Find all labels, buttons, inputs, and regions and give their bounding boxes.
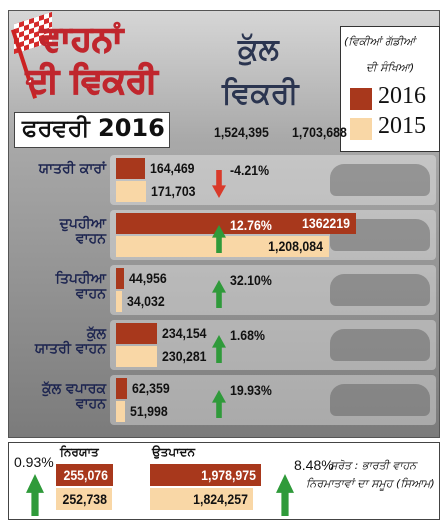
change-label: 1.68% — [230, 327, 265, 343]
value-label: 1,208,084 — [268, 238, 324, 254]
summary-value: 1,978,975 — [201, 467, 257, 483]
change-label: -4.21% — [230, 162, 270, 178]
value-label: 234,154 — [162, 325, 207, 341]
legend-title: ਦੀ ਸੰਖਿਆ) — [366, 61, 415, 74]
source: ਨਿਰਮਾਤਾਵਾਂ ਦਾ ਸਮੂਹ (ਸਿਆਮ) — [306, 477, 435, 490]
legend-swatch — [350, 88, 372, 110]
summary-bar — [56, 464, 113, 486]
total-value: 1,524,395 — [214, 124, 269, 140]
value-label: 44,956 — [128, 270, 167, 286]
legend-label: 2016 — [378, 83, 426, 109]
bar — [116, 346, 157, 367]
change-label: 19.93% — [230, 382, 272, 398]
bar — [116, 291, 122, 312]
total-title: ਵਿਕਰੀ — [222, 76, 299, 111]
value-label: 171,703 — [151, 183, 196, 199]
value-label: 51,998 — [130, 403, 168, 419]
category-label: ਕੁੱਲ ਯਾਤਰੀ ਵਾਹਨ — [34, 326, 106, 357]
vehicle-icon — [330, 329, 430, 361]
bar — [116, 323, 158, 344]
legend-title: (ਵਿਕੀਆਂ ਗੱਡੀਆਂ — [344, 35, 416, 48]
total-title: ਕੁੱਲ — [238, 32, 279, 67]
title-line: ਦੀ ਵਿਕਰੀ — [25, 61, 158, 101]
row-band — [110, 265, 436, 315]
bar — [116, 236, 330, 257]
vehicle-icon — [330, 164, 430, 196]
value-label: 62,359 — [132, 380, 170, 396]
value-label: 34,032 — [127, 293, 165, 309]
bar — [116, 158, 146, 179]
subtitle-box — [14, 112, 170, 148]
value-label: 164,469 — [150, 160, 195, 176]
summary-value: 1,824,257 — [192, 491, 248, 507]
vehicle-icon — [330, 384, 430, 416]
bar — [116, 401, 126, 422]
legend-swatch — [350, 118, 372, 140]
category-label: ਦੁਪਹੀਆ ਵਾਹਨ — [59, 216, 106, 247]
summary-bar — [150, 464, 262, 486]
subtitle: ਫਰਵਰੀ 2016 — [22, 114, 165, 142]
source: ਸਰੋਤ : ਭਾਰਤੀ ਵਾਹਨ — [330, 459, 417, 472]
row-band — [110, 155, 436, 205]
summary-bar — [56, 488, 113, 510]
summary-bar — [150, 488, 253, 510]
category-label: ਤਿਪਹੀਆ ਵਾਹਨ — [55, 271, 106, 302]
legend-label: 2015 — [378, 113, 426, 139]
vehicle-icon — [330, 274, 430, 306]
value-label: 1362219 — [302, 215, 351, 231]
summary-value: 252,738 — [62, 491, 108, 507]
bar — [116, 378, 127, 399]
change-label: 12.76% — [230, 217, 272, 233]
title-line: ਵਾਹਨਾਂ — [39, 19, 123, 59]
category-label: ਯਾਤਰੀ ਕਾਰਾਂ — [38, 161, 106, 177]
bar — [116, 268, 124, 289]
row-band — [110, 320, 436, 370]
change-label: 32.10% — [230, 272, 272, 288]
summary-change: 0.93% — [14, 454, 54, 470]
bar — [116, 181, 147, 202]
bar — [116, 213, 357, 234]
total-value: 1,703,688 — [292, 124, 347, 140]
category-label: ਕੁੱਲ ਵਪਾਰਕ ਵਾਹਨ — [42, 381, 106, 412]
row-band — [110, 375, 436, 425]
value-label: 230,281 — [161, 348, 207, 364]
summary-change: 8.48% — [294, 457, 334, 473]
summary-value: 255,076 — [63, 467, 108, 483]
summary-title: ਉਤਪਾਦਨ — [152, 445, 195, 459]
summary-title: ਨਿਰਯਾਤ — [60, 445, 99, 459]
